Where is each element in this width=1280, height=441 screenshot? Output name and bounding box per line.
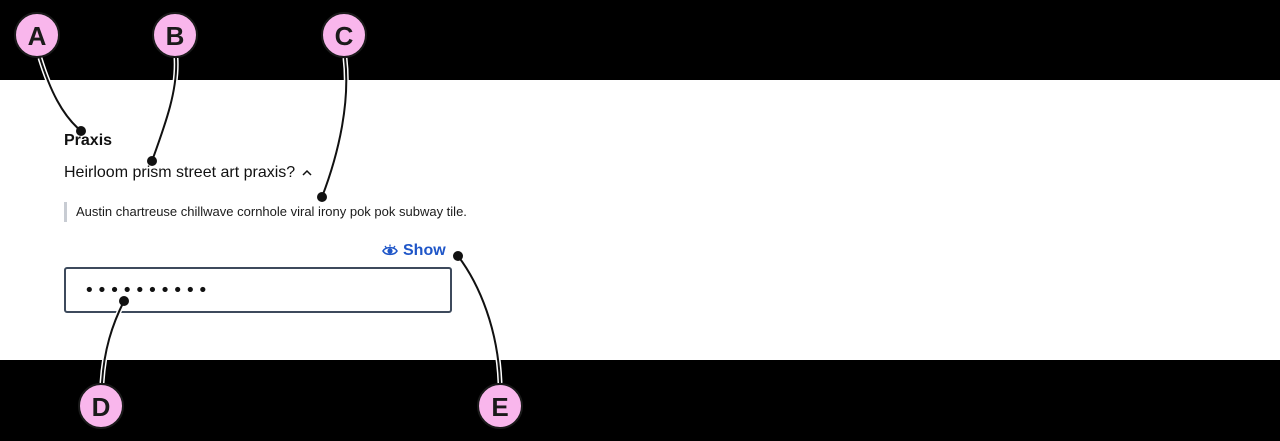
chevron-up-icon (302, 169, 312, 176)
callout-letter-e: E (491, 392, 508, 422)
show-password-label: Show (403, 242, 446, 259)
eye-icon (382, 244, 398, 256)
hint-details: Austin chartreuse chillwave cornhole vir… (64, 202, 467, 222)
callout-badge-b: B (152, 12, 198, 58)
callout-letter-c: C (335, 21, 354, 51)
show-password-button[interactable]: Show (382, 242, 446, 260)
hint-toggle-label: Heirloom prism street art praxis? (64, 164, 296, 181)
hint-details-text: Austin chartreuse chillwave cornhole vir… (76, 204, 467, 219)
password-input[interactable] (64, 267, 452, 313)
callout-badge-d: D (78, 383, 124, 429)
field-label: Praxis (64, 132, 113, 149)
callout-badge-e: E (477, 383, 523, 429)
form-panel (0, 80, 1280, 360)
callout-badge-c: C (321, 12, 367, 58)
callout-letter-b: B (166, 21, 185, 51)
callout-badge-a: A (14, 12, 60, 58)
callout-letter-a: A (28, 21, 47, 51)
callout-letter-d: D (92, 392, 111, 422)
hint-toggle-button[interactable]: Heirloom prism street art praxis? (64, 164, 313, 182)
